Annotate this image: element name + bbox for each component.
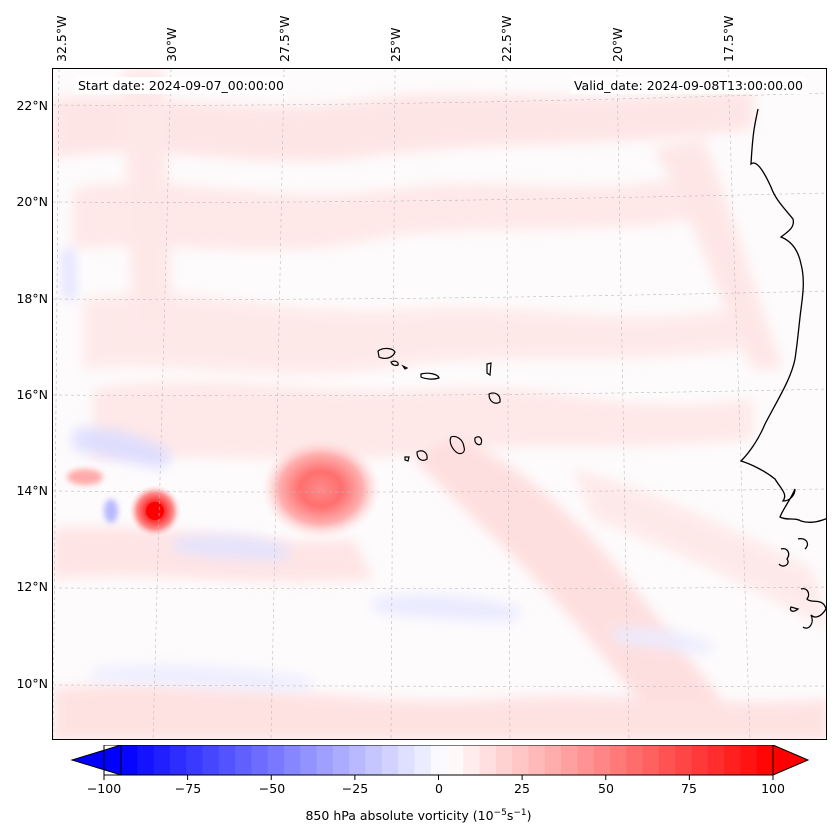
colorbar-cell <box>479 745 497 775</box>
colorbar-cell <box>528 745 546 775</box>
colorbar-cell <box>137 745 155 775</box>
colorbar-tick--25: −25 <box>341 781 369 796</box>
colorbar-tick-25: 25 <box>514 781 530 796</box>
cape-verde-islands <box>377 347 501 462</box>
colorbar-cell <box>267 745 285 775</box>
colorbar-cell <box>740 745 758 775</box>
colorbar-cell <box>398 745 415 775</box>
colorbar-cell <box>414 745 432 775</box>
colorbar-cell <box>610 745 627 775</box>
colorbar-tick--50: −50 <box>258 781 286 796</box>
colorbar-cell <box>349 745 366 775</box>
colorbar-cell <box>577 745 595 775</box>
colorbar-cell <box>332 745 350 775</box>
colorbar-tick--100: −100 <box>86 781 122 796</box>
colorbar <box>70 745 810 780</box>
colorbar-cell <box>626 745 644 775</box>
african-coastline <box>739 108 826 629</box>
colorbar-cell <box>707 745 725 775</box>
blue-spot <box>104 499 118 523</box>
map-panel: Start date: 2024-09-07_00:00:00 Valid_da… <box>52 68 827 740</box>
colorbar-cell <box>235 745 252 775</box>
vorticity-map <box>53 69 826 739</box>
colorbar-cell <box>153 745 171 775</box>
lat-label-20n: 20°N <box>16 194 48 209</box>
pink-blob-left <box>67 469 103 485</box>
colorbar-cell <box>381 745 399 775</box>
colorbar-cell <box>218 745 236 775</box>
colorbar-cell <box>756 745 774 775</box>
lat-label-22n: 22°N <box>16 98 48 113</box>
colorbar-cell <box>642 745 660 775</box>
gridlines <box>53 69 826 739</box>
positive-vorticity-field <box>53 69 826 739</box>
colorbar-tick-100: 100 <box>761 781 785 796</box>
colorbar-cell <box>544 745 562 775</box>
lon-label-27-5w: 27.5°W <box>277 15 292 62</box>
colorbar-cell <box>251 745 269 775</box>
lat-label-18n: 18°N <box>16 291 48 306</box>
colorbar-label: 850 hPa absolute vorticity (10−5s−1) <box>305 808 532 824</box>
colorbar-cell <box>691 745 709 775</box>
lon-label-22-5w: 22.5°W <box>499 15 514 62</box>
colorbar-cell <box>675 745 692 775</box>
start-date-label: Start date: 2024-09-07_00:00:00 <box>75 77 287 94</box>
colorbar-cell <box>121 745 138 775</box>
lon-label-25w: 25°W <box>388 27 403 62</box>
colorbar-extend-min <box>70 745 122 776</box>
colorbar-cell <box>430 745 448 775</box>
colorbar-tick-50: 50 <box>598 781 614 796</box>
colorbar-cell <box>284 745 301 775</box>
colorbar-cell <box>447 745 464 775</box>
colorbar-cell <box>561 745 578 775</box>
valid-date-label: Valid_date: 2024-09-08T13:00:00.00 <box>570 77 806 94</box>
colorbar-cell <box>512 745 529 775</box>
lat-label-10n: 10°N <box>16 676 48 691</box>
lat-label-14n: 14°N <box>16 483 48 498</box>
colorbar-tick-0: 0 <box>435 781 443 796</box>
broad-vortex <box>261 439 381 539</box>
colorbar-cell <box>593 745 611 775</box>
colorbar-cell <box>186 745 203 775</box>
lon-label-17-5w: 17.5°W <box>721 15 736 62</box>
colorbar-cell <box>724 745 741 775</box>
lon-label-32-5w: 32.5°W <box>54 15 69 62</box>
colorbar-cell <box>169 745 187 775</box>
colorbar-cell <box>300 745 318 775</box>
colorbar-extend-max <box>772 745 810 776</box>
colorbar-cell <box>495 745 513 775</box>
lon-label-20w: 20°W <box>610 27 625 62</box>
colorbar-tick--75: −75 <box>174 781 202 796</box>
colorbar-cell <box>365 745 383 775</box>
lat-label-16n: 16°N <box>16 387 48 402</box>
negative-vorticity-field <box>63 249 713 691</box>
colorbar-cell <box>658 745 676 775</box>
colorbar-cell <box>316 745 334 775</box>
colorbar-cell <box>463 745 481 775</box>
lat-label-12n: 12°N <box>16 579 48 594</box>
colorbar-cell <box>202 745 220 775</box>
lon-label-30w: 30°W <box>164 27 179 62</box>
colorbar-tick-75: 75 <box>681 781 697 796</box>
